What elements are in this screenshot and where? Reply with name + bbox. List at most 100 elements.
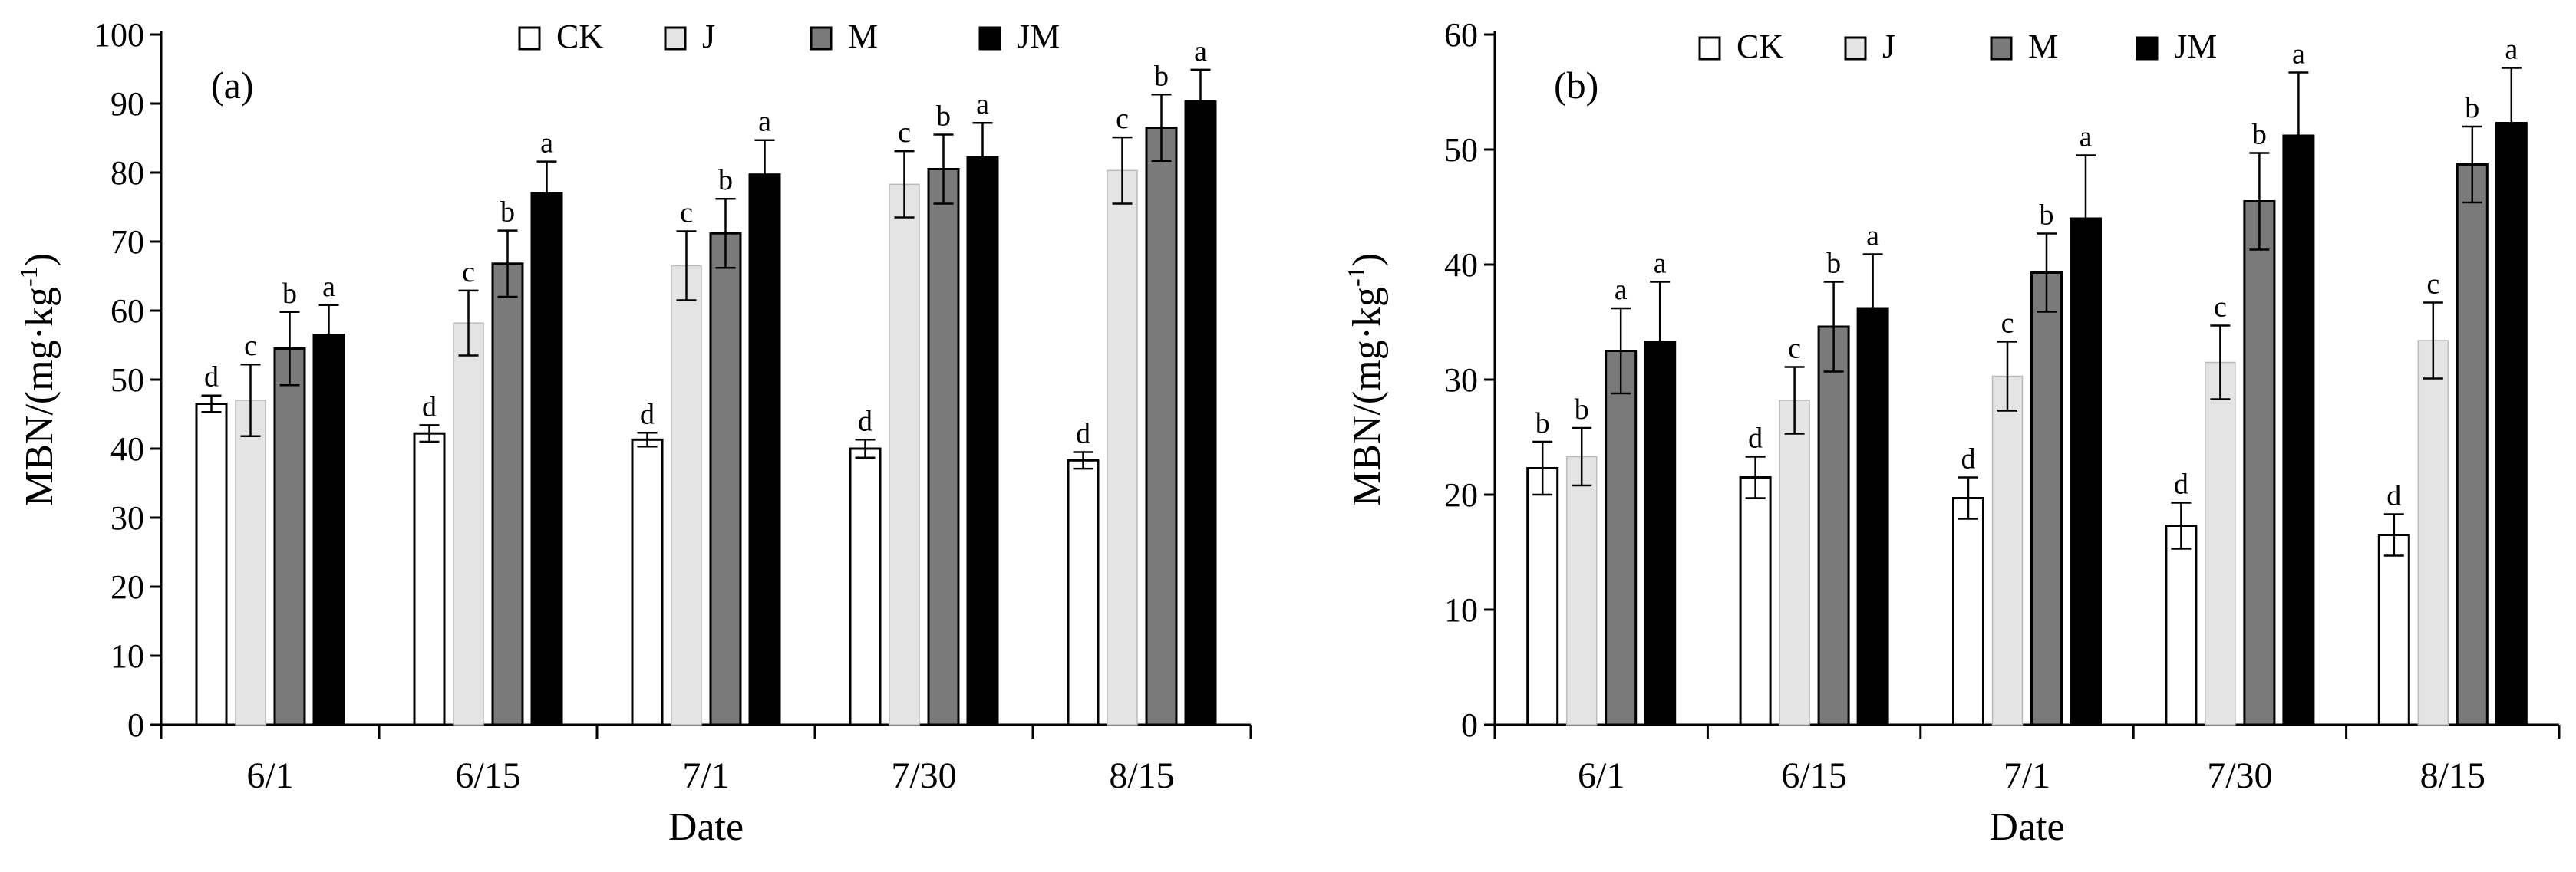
significance-letter: b — [718, 164, 733, 196]
bar-m-8-15 — [1145, 127, 1178, 726]
y-axis-title-main: MBN/(mg·kg — [1345, 287, 1389, 506]
significance-letter: b — [282, 278, 297, 310]
legend-swatch-jm — [978, 26, 1001, 51]
bar-ck-6-15 — [413, 432, 446, 726]
y-tick-label: 40 — [110, 430, 144, 468]
legend-swatch-j — [1844, 36, 1867, 61]
y-tick-label: 10 — [1444, 591, 1478, 629]
significance-letter: d — [422, 390, 437, 423]
y-axis-title-end: ) — [1345, 253, 1389, 266]
x-axis-title: Date — [668, 805, 744, 849]
bar-jm-7-30 — [2282, 134, 2315, 726]
bar-m-6-15 — [1817, 325, 1850, 726]
bar-jm-6-1 — [1644, 341, 1677, 726]
y-tick-label: 20 — [1444, 476, 1478, 514]
bar-j-6-1 — [1565, 456, 1598, 726]
legend-label-jm: JM — [1017, 18, 1060, 55]
significance-letter: d — [858, 405, 872, 437]
legend-label-jm: JM — [2174, 28, 2217, 65]
bar-ck-6-1 — [195, 403, 228, 726]
legend-swatch-m — [1990, 36, 2013, 61]
bar-ck-8-15 — [2377, 534, 2410, 726]
significance-letter: a — [1615, 274, 1628, 306]
bar-jm-7-1 — [748, 173, 781, 726]
significance-letter: d — [204, 361, 219, 393]
significance-letter: d — [1076, 418, 1090, 450]
significance-letter: a — [1194, 35, 1207, 67]
bar-j-7-1 — [1991, 375, 2024, 726]
significance-letter: a — [1654, 248, 1667, 280]
significance-letter: b — [2252, 119, 2267, 151]
bar-jm-7-30 — [966, 156, 999, 726]
y-axis-title: MBN/(mg·kg-1) — [15, 253, 61, 506]
significance-letter: a — [976, 88, 989, 120]
significance-letter: c — [680, 197, 693, 229]
bar-ck-6-1 — [1526, 467, 1559, 726]
y-tick-label: 20 — [110, 568, 144, 606]
significance-letter: b — [2040, 199, 2054, 232]
significance-letter: d — [2386, 480, 2401, 512]
bar-ck-7-1 — [631, 438, 664, 726]
significance-letter: a — [2080, 121, 2093, 153]
bar-m-7-1 — [2030, 271, 2063, 726]
y-tick-label: 0 — [1461, 706, 1478, 744]
bar-ck-7-30 — [2165, 525, 2198, 726]
significance-letter: c — [1788, 333, 1801, 365]
x-axis-title: Date — [1989, 805, 2064, 849]
y-tick-label: 100 — [94, 16, 144, 54]
legend-swatch-ck — [1698, 36, 1721, 61]
significance-letter: a — [758, 106, 771, 138]
significance-letter: d — [640, 398, 655, 430]
bar-j-7-30 — [889, 183, 920, 726]
bar-ck-7-30 — [849, 447, 882, 726]
significance-letter: b — [1154, 60, 1169, 92]
bar-jm-6-15 — [1856, 307, 1889, 726]
y-axis-title-end: ) — [18, 253, 61, 266]
legend-swatch-m — [810, 26, 833, 51]
bar-jm-6-15 — [530, 192, 563, 726]
x-category-label: 7/30 — [2207, 755, 2272, 796]
legend-label-m: M — [848, 18, 878, 55]
legend-swatch-jm — [2136, 36, 2159, 61]
x-category-label: 7/1 — [2004, 755, 2050, 796]
y-tick-label: 60 — [110, 292, 144, 330]
bar-j-6-1 — [235, 400, 266, 726]
y-tick-label: 60 — [1444, 16, 1478, 54]
panel-label: (a) — [211, 64, 254, 107]
bar-j-8-15 — [1107, 169, 1138, 726]
x-category-label: 6/1 — [246, 755, 293, 796]
significance-letter: a — [322, 271, 335, 303]
bar-jm-6-1 — [312, 334, 345, 726]
y-axis-title: MBN/(mg·kg-1) — [1342, 253, 1389, 506]
significance-letter: c — [1116, 103, 1129, 135]
legend-label-ck: CK — [1737, 28, 1783, 65]
bar-j-6-15 — [1779, 400, 1810, 726]
x-category-label: 7/30 — [891, 755, 956, 796]
bar-ck-8-15 — [1067, 459, 1100, 726]
significance-letter: a — [540, 127, 553, 160]
bar-m-7-30 — [927, 168, 960, 726]
legend-label-m: M — [2028, 28, 2058, 65]
y-tick-label: 50 — [1444, 131, 1478, 169]
x-category-label: 6/1 — [1578, 755, 1624, 796]
panel-label: (b) — [1554, 64, 1598, 107]
legend-label-j: J — [702, 18, 715, 55]
significance-letter: c — [462, 256, 475, 288]
bar-m-7-1 — [709, 232, 742, 726]
y-tick-label: 90 — [110, 85, 144, 123]
significance-letter: b — [1575, 393, 1589, 426]
bar-ck-6-15 — [1739, 476, 1772, 726]
legend-swatch-j — [664, 26, 687, 51]
significance-letter: d — [1748, 423, 1763, 455]
significance-letter: b — [2465, 92, 2479, 124]
bar-jm-8-15 — [1184, 100, 1217, 726]
y-tick-label: 70 — [110, 223, 144, 261]
x-category-label: 7/1 — [682, 755, 729, 796]
significance-letter: d — [2174, 469, 2188, 501]
bar-j-8-15 — [2417, 340, 2449, 726]
y-axis-title-main: MBN/(mg·kg — [18, 287, 61, 506]
significance-letter: b — [936, 100, 951, 133]
